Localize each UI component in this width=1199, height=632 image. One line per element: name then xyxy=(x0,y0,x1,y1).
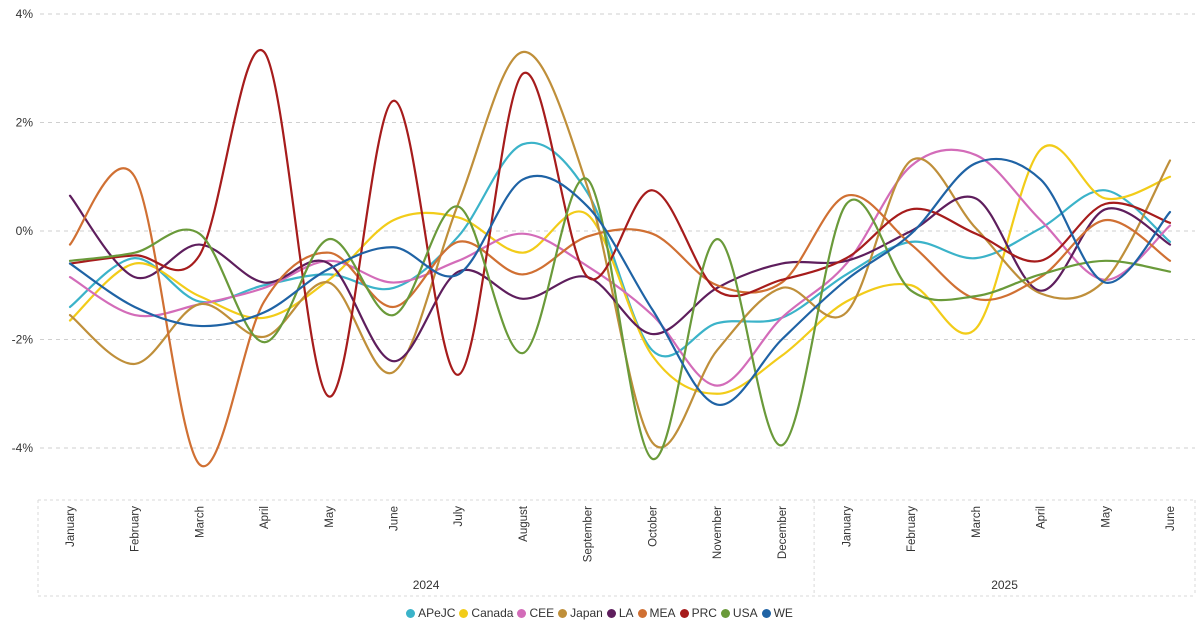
legend-marker xyxy=(517,608,527,618)
legend-marker xyxy=(637,608,647,618)
x-tick-label: January xyxy=(841,506,853,547)
x-tick-label: April xyxy=(259,506,271,529)
legend-label: PRC xyxy=(691,606,717,620)
legend-label: LA xyxy=(618,606,634,620)
legend-marker xyxy=(606,608,616,618)
legend-item-we[interactable]: WE xyxy=(761,606,793,620)
legend-item-mea[interactable]: MEA xyxy=(637,606,676,620)
legend-item-cee[interactable]: CEE xyxy=(517,606,554,620)
y-tick-label: -4% xyxy=(12,441,34,455)
y-tick-label: -2% xyxy=(12,333,34,347)
legend-label: Japan xyxy=(570,606,603,620)
year-label: 2025 xyxy=(991,578,1018,592)
x-tick-label: May xyxy=(1100,506,1112,528)
legend-item-la[interactable]: LA xyxy=(606,606,634,620)
legend-item-prc[interactable]: PRC xyxy=(679,606,717,620)
legend-item-apejc[interactable]: APeJC xyxy=(406,606,455,620)
x-tick-label: January xyxy=(65,506,77,547)
y-tick-label: 4% xyxy=(16,7,34,21)
series-line-prc xyxy=(68,48,1172,398)
y-tick-label: 2% xyxy=(16,116,34,130)
x-tick-label: October xyxy=(647,506,659,547)
legend-label: APeJC xyxy=(418,606,456,620)
year-label: 2024 xyxy=(413,578,440,592)
legend-marker xyxy=(761,608,771,618)
series-line-canada xyxy=(68,144,1172,395)
x-tick-label: February xyxy=(906,506,918,552)
x-tick-label: April xyxy=(1036,506,1048,529)
legend-label: CEE xyxy=(529,606,555,620)
legend-marker xyxy=(720,608,730,618)
x-tick-label: July xyxy=(453,506,465,527)
x-tick-label: June xyxy=(1165,506,1177,531)
x-tick-label: November xyxy=(712,506,724,559)
series-line-we xyxy=(68,157,1172,406)
series-line-usa xyxy=(68,177,1172,460)
legend-item-usa[interactable]: USA xyxy=(720,606,758,620)
y-tick-label: 0% xyxy=(16,224,34,238)
series-line-cee xyxy=(68,148,1172,387)
legend-marker xyxy=(558,608,568,618)
legend-label: Canada xyxy=(471,606,514,620)
x-tick-label: March xyxy=(971,506,983,538)
legend: APeJC Canada CEE Japan LA MEA PRC USA WE xyxy=(0,606,1199,621)
x-tick-label: March xyxy=(194,506,206,538)
legend-marker xyxy=(679,608,689,618)
x-tick-label: September xyxy=(583,506,595,562)
series-line-apejc xyxy=(68,141,1172,358)
legend-item-japan[interactable]: Japan xyxy=(558,606,603,620)
series-line-la xyxy=(68,194,1172,363)
x-tick-label: June xyxy=(389,506,401,531)
x-tick-label: December xyxy=(777,506,789,559)
x-tick-label: August xyxy=(518,505,530,542)
legend-label: USA xyxy=(732,606,758,620)
legend-marker xyxy=(459,608,469,618)
x-tick-label: February xyxy=(130,506,142,552)
legend-label: WE xyxy=(773,606,793,620)
legend-label: MEA xyxy=(649,606,676,620)
legend-item-canada[interactable]: Canada xyxy=(459,606,513,620)
legend-marker xyxy=(406,608,416,618)
series-line-japan xyxy=(68,50,1172,449)
x-tick-label: May xyxy=(324,506,336,528)
